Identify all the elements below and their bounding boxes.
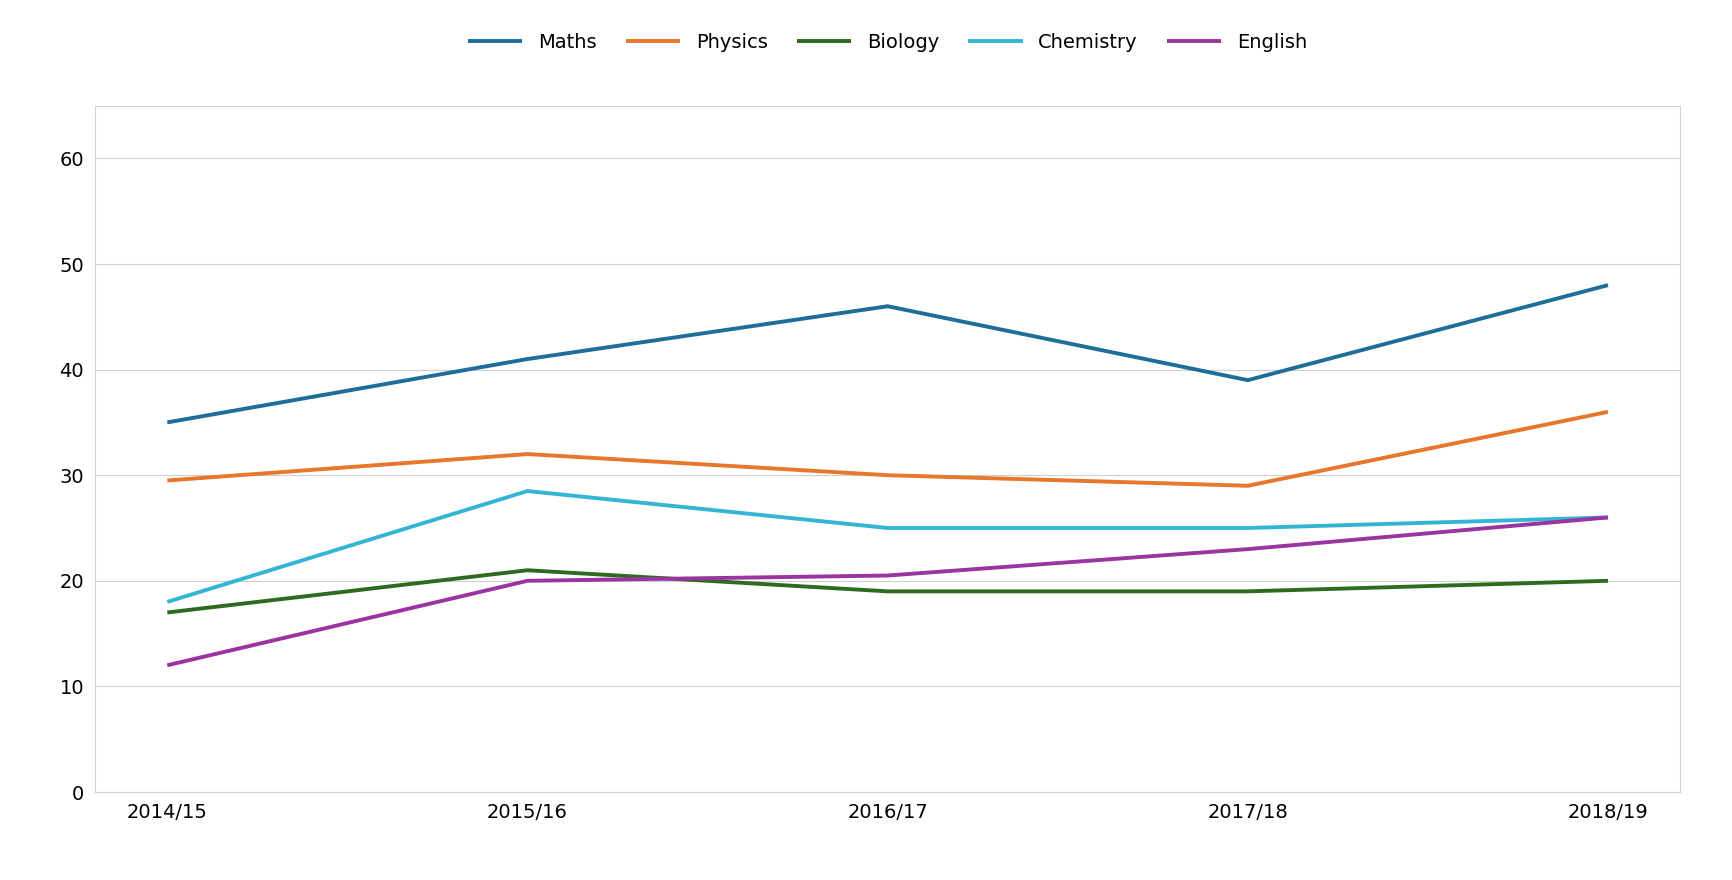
Chemistry — [1597, 512, 1618, 523]
Maths — [158, 417, 178, 428]
English — [878, 570, 899, 581]
Biology — [1597, 576, 1618, 586]
Chemistry — [878, 523, 899, 533]
Biology — [1237, 586, 1257, 597]
Line: Biology: Biology — [168, 570, 1607, 612]
Maths — [878, 301, 899, 312]
Physics — [1597, 407, 1618, 417]
Biology — [158, 607, 178, 618]
English — [158, 660, 178, 671]
Maths — [1597, 280, 1618, 290]
Line: Maths: Maths — [168, 285, 1607, 422]
English — [1237, 544, 1257, 554]
Line: English: English — [168, 517, 1607, 665]
Physics — [878, 470, 899, 480]
Physics — [1237, 480, 1257, 491]
Chemistry — [158, 597, 178, 607]
Biology — [518, 565, 539, 576]
Legend: Maths, Physics, Biology, Chemistry, English: Maths, Physics, Biology, Chemistry, Engl… — [468, 33, 1308, 52]
English — [1597, 512, 1618, 523]
Maths — [518, 354, 539, 364]
Biology — [878, 586, 899, 597]
Line: Physics: Physics — [168, 412, 1607, 486]
Maths — [1237, 375, 1257, 385]
Physics — [158, 475, 178, 486]
Chemistry — [518, 486, 539, 496]
English — [518, 576, 539, 586]
Line: Chemistry: Chemistry — [168, 491, 1607, 602]
Chemistry — [1237, 523, 1257, 533]
Physics — [518, 449, 539, 459]
